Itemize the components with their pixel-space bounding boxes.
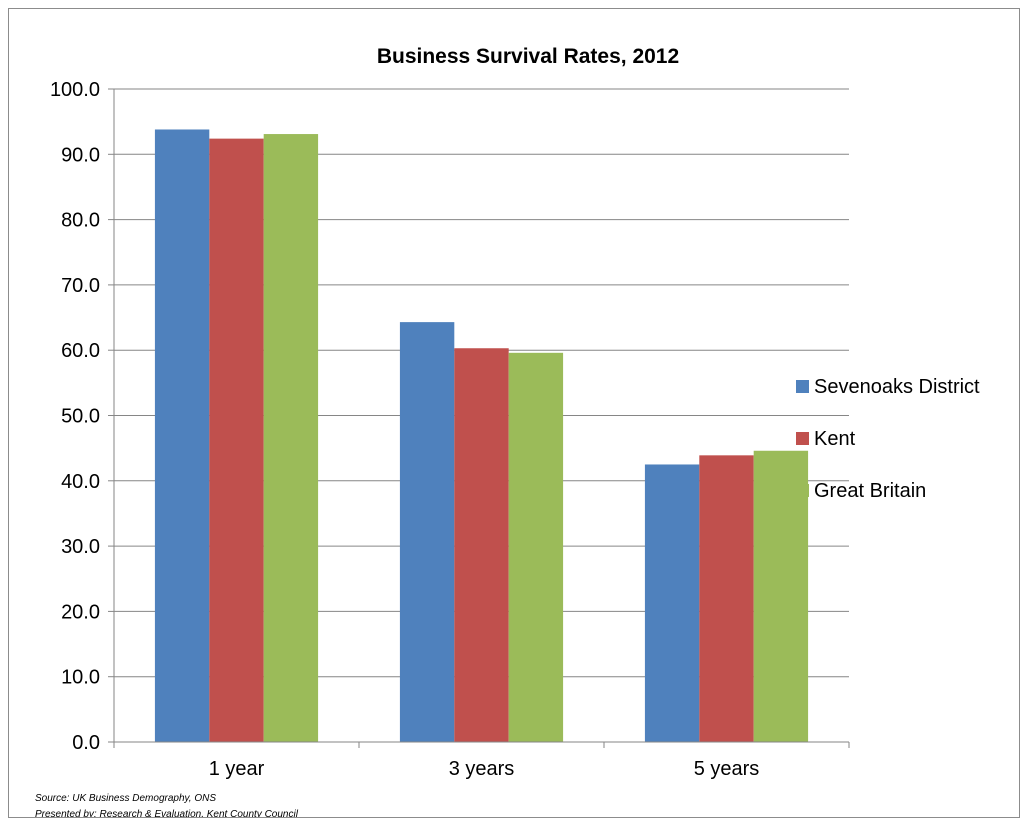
y-tick-label: 70.0	[61, 275, 100, 297]
axes: 0.0 10.0 20.0 30.0 40.0 50.0 60.0 70.0 80.0 90.0 1…	[50, 79, 850, 780]
x-tick-label: 1 year	[209, 758, 265, 780]
legend-swatch	[796, 432, 809, 445]
legend-label: Kent	[814, 428, 856, 450]
y-tick-label: 40.0	[61, 471, 100, 493]
bar-great-britain	[263, 134, 319, 742]
y-tick-label: 20.0	[61, 601, 100, 623]
chart-frame: Business Survival Rates, 2012 0.0 10.0 20.…	[8, 8, 1020, 818]
y-tick-label: 90.0	[61, 144, 100, 166]
legend-swatch	[796, 380, 809, 393]
bars	[154, 129, 809, 743]
chart-title: Business Survival Rates, 2012	[377, 45, 679, 68]
x-tick-label: 5 years	[694, 758, 760, 780]
legend: Sevenoaks District Kent Great Britain	[796, 376, 980, 502]
bar-great-britain	[753, 450, 809, 742]
legend-swatch	[796, 484, 809, 497]
y-tick-label: 80.0	[61, 210, 100, 232]
bar-sevenoaks-district	[644, 464, 700, 742]
source-note: Source: UK Business Demography, ONS	[35, 793, 217, 804]
y-tick-label: 0.0	[72, 732, 100, 754]
bar-great-britain	[508, 352, 564, 742]
bar-kent	[699, 455, 754, 742]
bar-sevenoaks-district	[399, 322, 455, 742]
y-tick-label: 60.0	[61, 340, 100, 362]
legend-label: Sevenoaks District	[814, 376, 980, 398]
bar-kent	[209, 138, 264, 743]
y-tick-label: 100.0	[50, 79, 100, 101]
bar-chart: Business Survival Rates, 2012 0.0 10.0 20.…	[50, 45, 980, 780]
presented-by-note: Presented by: Research & Evaluation, Ken…	[35, 809, 298, 818]
x-tick-label: 3 years	[449, 758, 515, 780]
y-tick-label: 30.0	[61, 536, 100, 558]
legend-label: Great Britain	[814, 480, 926, 502]
y-tick-label: 50.0	[61, 406, 100, 428]
bar-sevenoaks-district	[154, 129, 210, 743]
bar-kent	[454, 348, 509, 742]
y-tick-label: 10.0	[61, 667, 100, 689]
